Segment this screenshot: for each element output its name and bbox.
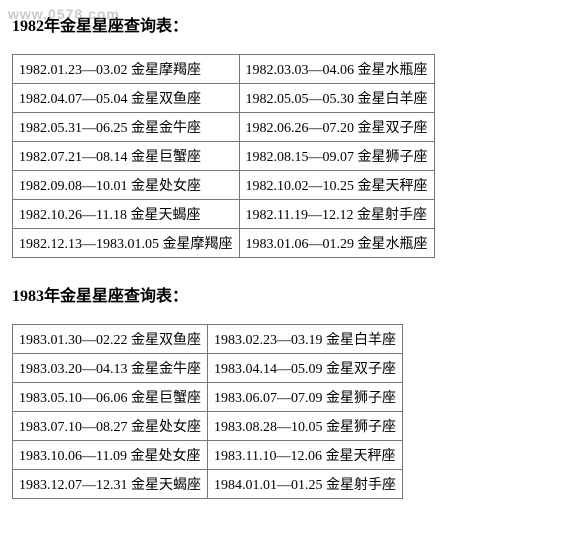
cell: 1983.01.30—02.22 金星双鱼座 xyxy=(13,325,208,354)
venus-table-1983: 1983.01.30—02.22 金星双鱼座 1983.02.23—03.19 … xyxy=(12,324,403,499)
table-row: 1983.03.20—04.13 金星金牛座 1983.04.14—05.09 … xyxy=(13,354,403,383)
cell: 1983.12.07—12.31 金星天蝎座 xyxy=(13,470,208,499)
cell: 1983.03.20—04.13 金星金牛座 xyxy=(13,354,208,383)
table-row: 1982.12.13—1983.01.05 金星摩羯座 1983.01.06—0… xyxy=(13,229,435,258)
table-row: 1983.05.10—06.06 金星巨蟹座 1983.06.07—07.09 … xyxy=(13,383,403,412)
title-1982: 1982年金星星座查询表： xyxy=(12,12,555,36)
table-row: 1982.07.21—08.14 金星巨蟹座 1982.08.15—09.07 … xyxy=(13,142,435,171)
cell: 1982.08.15—09.07 金星狮子座 xyxy=(239,142,434,171)
cell: 1983.02.23—03.19 金星白羊座 xyxy=(208,325,403,354)
table-row: 1983.10.06—11.09 金星处女座 1983.11.10—12.06 … xyxy=(13,441,403,470)
table-row: 1983.01.30—02.22 金星双鱼座 1983.02.23—03.19 … xyxy=(13,325,403,354)
cell: 1983.06.07—07.09 金星狮子座 xyxy=(208,383,403,412)
cell: 1983.04.14—05.09 金星双子座 xyxy=(208,354,403,383)
venus-table-1982: 1982.01.23—03.02 金星摩羯座 1982.03.03—04.06 … xyxy=(12,54,435,258)
cell: 1983.10.06—11.09 金星处女座 xyxy=(13,441,208,470)
cell: 1982.07.21—08.14 金星巨蟹座 xyxy=(13,142,240,171)
cell: 1983.07.10—08.27 金星处女座 xyxy=(13,412,208,441)
cell: 1983.05.10—06.06 金星巨蟹座 xyxy=(13,383,208,412)
cell: 1982.04.07—05.04 金星双鱼座 xyxy=(13,84,240,113)
cell: 1982.01.23—03.02 金星摩羯座 xyxy=(13,55,240,84)
cell: 1984.01.01—01.25 金星射手座 xyxy=(208,470,403,499)
cell: 1983.11.10—12.06 金星天秤座 xyxy=(208,441,403,470)
table-row: 1982.01.23—03.02 金星摩羯座 1982.03.03—04.06 … xyxy=(13,55,435,84)
table-row: 1982.09.08—10.01 金星处女座 1982.10.02—10.25 … xyxy=(13,171,435,200)
table-row: 1982.05.31—06.25 金星金牛座 1982.06.26—07.20 … xyxy=(13,113,435,142)
cell: 1983.01.06—01.29 金星水瓶座 xyxy=(239,229,434,258)
cell: 1982.06.26—07.20 金星双子座 xyxy=(239,113,434,142)
cell: 1983.08.28—10.05 金星狮子座 xyxy=(208,412,403,441)
cell: 1982.10.26—11.18 金星天蝎座 xyxy=(13,200,240,229)
cell: 1982.10.02—10.25 金星天秤座 xyxy=(239,171,434,200)
table-row: 1983.07.10—08.27 金星处女座 1983.08.28—10.05 … xyxy=(13,412,403,441)
cell: 1982.05.31—06.25 金星金牛座 xyxy=(13,113,240,142)
cell: 1982.09.08—10.01 金星处女座 xyxy=(13,171,240,200)
table-row: 1982.04.07—05.04 金星双鱼座 1982.05.05—05.30 … xyxy=(13,84,435,113)
cell: 1982.03.03—04.06 金星水瓶座 xyxy=(239,55,434,84)
cell: 1982.11.19—12.12 金星射手座 xyxy=(239,200,434,229)
cell: 1982.05.05—05.30 金星白羊座 xyxy=(239,84,434,113)
table-row: 1983.12.07—12.31 金星天蝎座 1984.01.01—01.25 … xyxy=(13,470,403,499)
title-1983: 1983年金星星座查询表： xyxy=(12,282,555,306)
cell: 1982.12.13—1983.01.05 金星摩羯座 xyxy=(13,229,240,258)
table-row: 1982.10.26—11.18 金星天蝎座 1982.11.19—12.12 … xyxy=(13,200,435,229)
